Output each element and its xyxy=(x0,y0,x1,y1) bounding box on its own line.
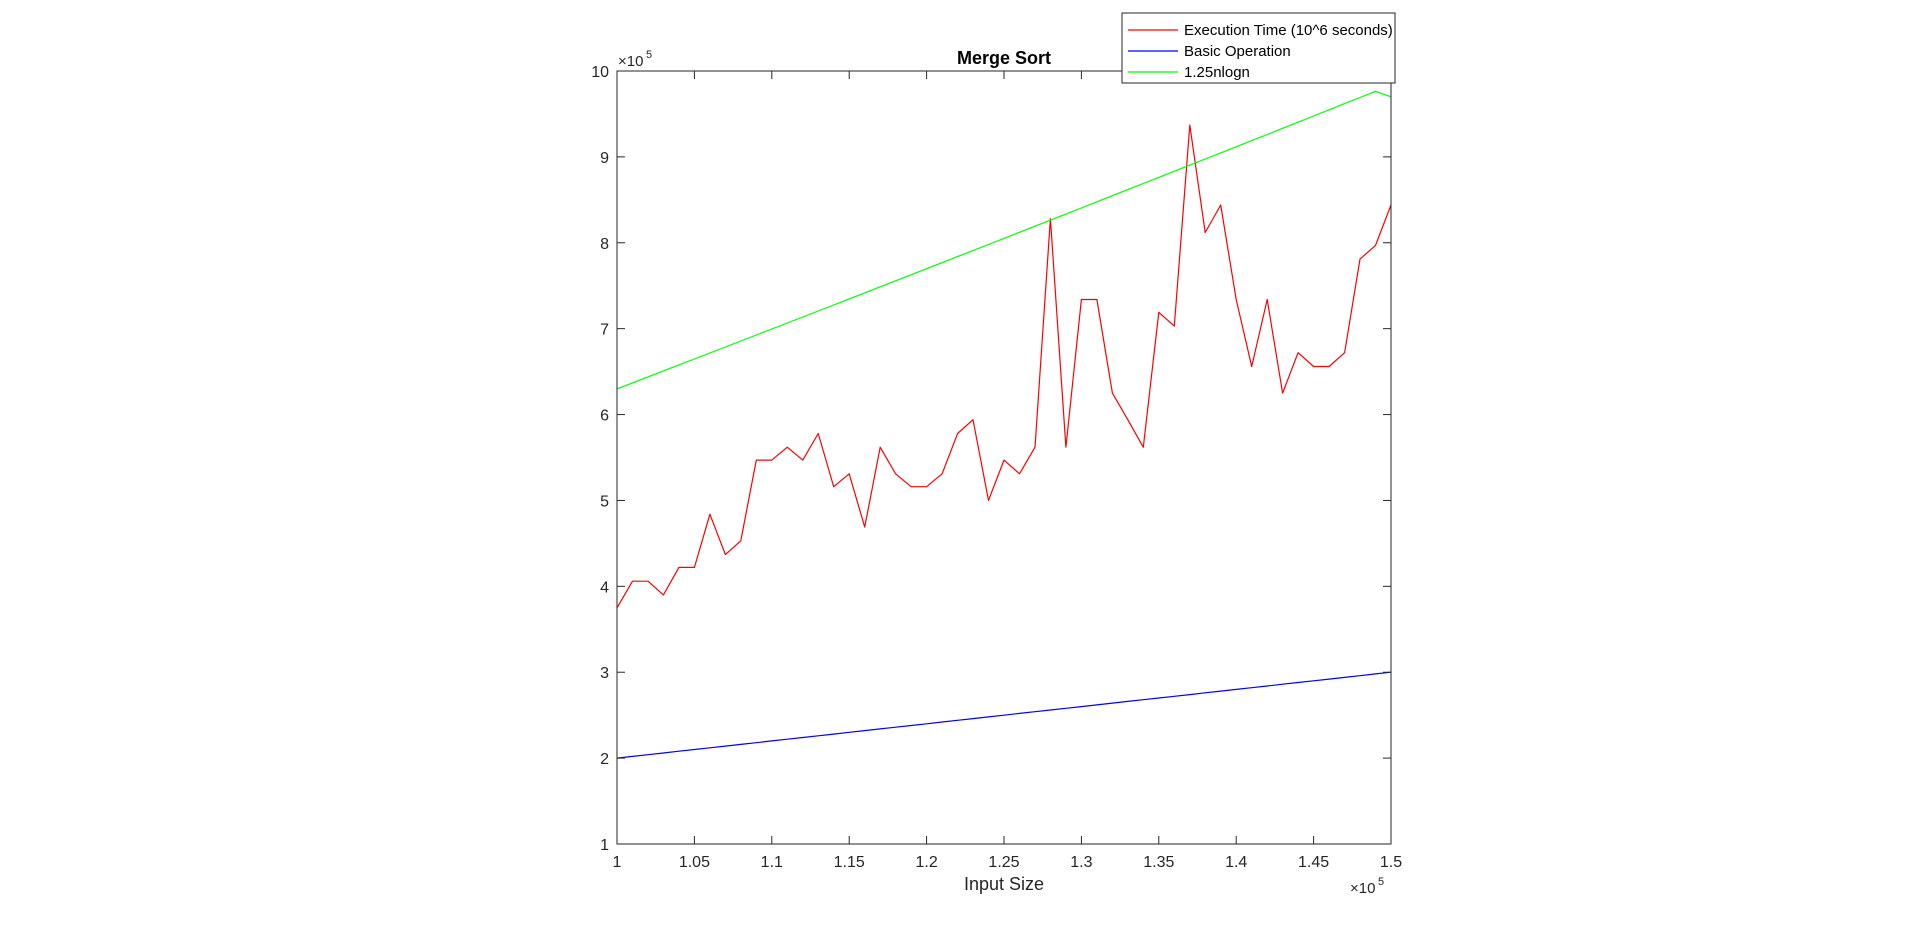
x-tick-label: 1.45 xyxy=(1298,854,1329,871)
chart-title: Merge Sort xyxy=(957,48,1051,68)
x-tick-label: 1.35 xyxy=(1143,854,1174,871)
x-axis-exponent: ×10 5 xyxy=(1350,876,1384,897)
x-tick-label: 1.15 xyxy=(834,854,865,871)
x-axis-label: Input Size xyxy=(964,874,1044,894)
legend: Execution Time (10^6 seconds) Basic Opera… xyxy=(1121,12,1396,84)
x-tick-label: 1.2 xyxy=(915,854,937,871)
x-tick-label: 1.1 xyxy=(761,854,783,871)
svg-text:5: 5 xyxy=(646,49,652,61)
x-tick-label: 1.5 xyxy=(1380,854,1402,871)
y-tick-label: 4 xyxy=(600,579,609,596)
legend-label-2: Basic Operation xyxy=(1184,43,1291,60)
y-axis-exponent: ×10 5 xyxy=(618,49,652,70)
x-tick-label: 1.25 xyxy=(988,854,1019,871)
svg-text:×10: ×10 xyxy=(1350,880,1375,897)
x-tick-label: 1 xyxy=(613,854,622,871)
y-tick-label: 5 xyxy=(600,493,609,510)
series-line-2 xyxy=(616,671,1392,759)
y-tick-label: 2 xyxy=(600,751,609,768)
y-tick-label: 6 xyxy=(600,408,609,425)
y-tick-label: 1 xyxy=(600,837,609,854)
svg-text:×10: ×10 xyxy=(618,53,643,70)
series-layer xyxy=(616,90,1392,759)
legend-label-3: 1.25nlogn xyxy=(1184,64,1250,81)
series-line-1 xyxy=(616,124,1392,609)
svg-text:5: 5 xyxy=(1378,876,1384,888)
x-tick-label: 1.3 xyxy=(1070,854,1092,871)
x-tick-label: 1.4 xyxy=(1225,854,1247,871)
y-tick-label: 8 xyxy=(600,236,609,253)
legend-label-1: Execution Time (10^6 seconds) xyxy=(1184,22,1393,39)
x-axis: 1 1.05 1.1 1.15 1.2 1.25 1.3 1.35 1.4 1.45 1.5 xyxy=(613,71,1402,871)
plot-area xyxy=(617,71,1391,844)
y-tick-label: 9 xyxy=(600,150,609,167)
y-tick-label: 7 xyxy=(600,322,609,339)
y-tick-label: 3 xyxy=(600,665,609,682)
x-tick-label: 1.05 xyxy=(679,854,710,871)
y-axis: 1 2 3 4 5 6 7 8 9 10 xyxy=(591,64,1391,854)
y-tick-label: 10 xyxy=(591,64,609,81)
series-line-3 xyxy=(616,90,1392,390)
legend-box xyxy=(1121,12,1396,84)
